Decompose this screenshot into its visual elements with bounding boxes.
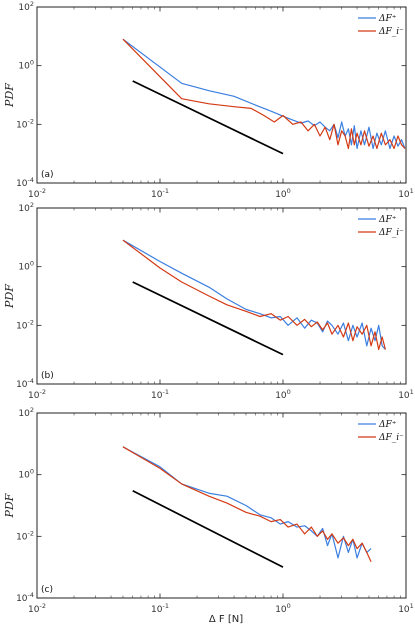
y-axis-label: PDF [3, 83, 16, 108]
x-tick-label: 101 [398, 388, 414, 401]
y-tick-label: 102 [18, 406, 34, 419]
series-line [122, 239, 386, 351]
panel-label: (c) [41, 585, 53, 595]
series-line [122, 446, 372, 559]
y-tick-label: 10-2 [16, 318, 34, 331]
y-tick-label: 10-4 [16, 176, 34, 189]
x-tick-label: 10-1 [151, 388, 169, 401]
y-tick-label: 10-2 [16, 529, 34, 542]
legend-entry: ΔF⁺ [378, 215, 397, 225]
legend-entry: ΔF⁺ [378, 14, 397, 24]
y-axis-label: PDF [3, 284, 16, 309]
y-tick-label: 100 [18, 59, 34, 72]
series-line [122, 38, 406, 150]
y-tick-label: 10-4 [16, 377, 34, 390]
x-tick-label: 101 [398, 602, 414, 615]
legend-entry: ΔF_i⁻ [378, 27, 404, 37]
y-axis-label: PDF [3, 493, 16, 518]
series-line [122, 38, 406, 150]
plot-frame [36, 6, 407, 184]
legend-entry: ΔF_i⁻ [378, 228, 404, 238]
y-tick-label: 102 [18, 201, 34, 214]
x-tick-label: 10-2 [28, 187, 46, 200]
legend: ΔF⁺ ΔF_i⁻ [358, 215, 404, 238]
legend-entry: ΔF_i⁻ [378, 433, 404, 443]
x-tick-label: 100 [275, 602, 291, 615]
legend: ΔF⁺ ΔF_i⁻ [358, 14, 404, 37]
chart-panel: 10-2 10-1 100 10110-410-2100102PDF(a)ΔF⁺ΔF_… [3, 0, 414, 200]
series-line [122, 446, 372, 562]
panel-label: (a) [41, 170, 54, 180]
x-axis-label: Δ F [N] [209, 614, 243, 625]
x-tick-label: 101 [398, 187, 414, 200]
x-tick-label: 100 [275, 187, 291, 200]
plot-frame [36, 207, 407, 385]
x-tick-label: 10-2 [28, 602, 46, 615]
y-tick-label: 100 [18, 468, 34, 481]
legend: ΔF⁺ ΔF_i⁻ [358, 420, 404, 443]
y-tick-label: 102 [18, 0, 34, 13]
x-tick-label: 10-2 [28, 388, 46, 401]
chart-panel: 10-2 10-1 100 10110-410-2100102PDF(b)ΔF⁺ΔF_… [3, 201, 414, 401]
x-tick-label: 10-1 [151, 602, 169, 615]
legend-entry: ΔF⁺ [378, 420, 397, 430]
plot-frame [36, 412, 407, 599]
reference-slope-line [132, 490, 284, 568]
chart-panel: 10-2 10-1 100 10110-410-2100102PDF(c)ΔF⁺ΔF_… [3, 406, 414, 615]
panel-label: (b) [41, 371, 54, 381]
x-tick-label: 100 [275, 388, 291, 401]
reference-slope-line [132, 281, 284, 356]
y-tick-label: 10-2 [16, 117, 34, 130]
x-tick-label: 10-1 [151, 187, 169, 200]
y-tick-label: 100 [18, 260, 34, 273]
series-line [122, 239, 386, 350]
y-tick-label: 10-4 [16, 591, 34, 604]
reference-slope-line [132, 80, 284, 155]
